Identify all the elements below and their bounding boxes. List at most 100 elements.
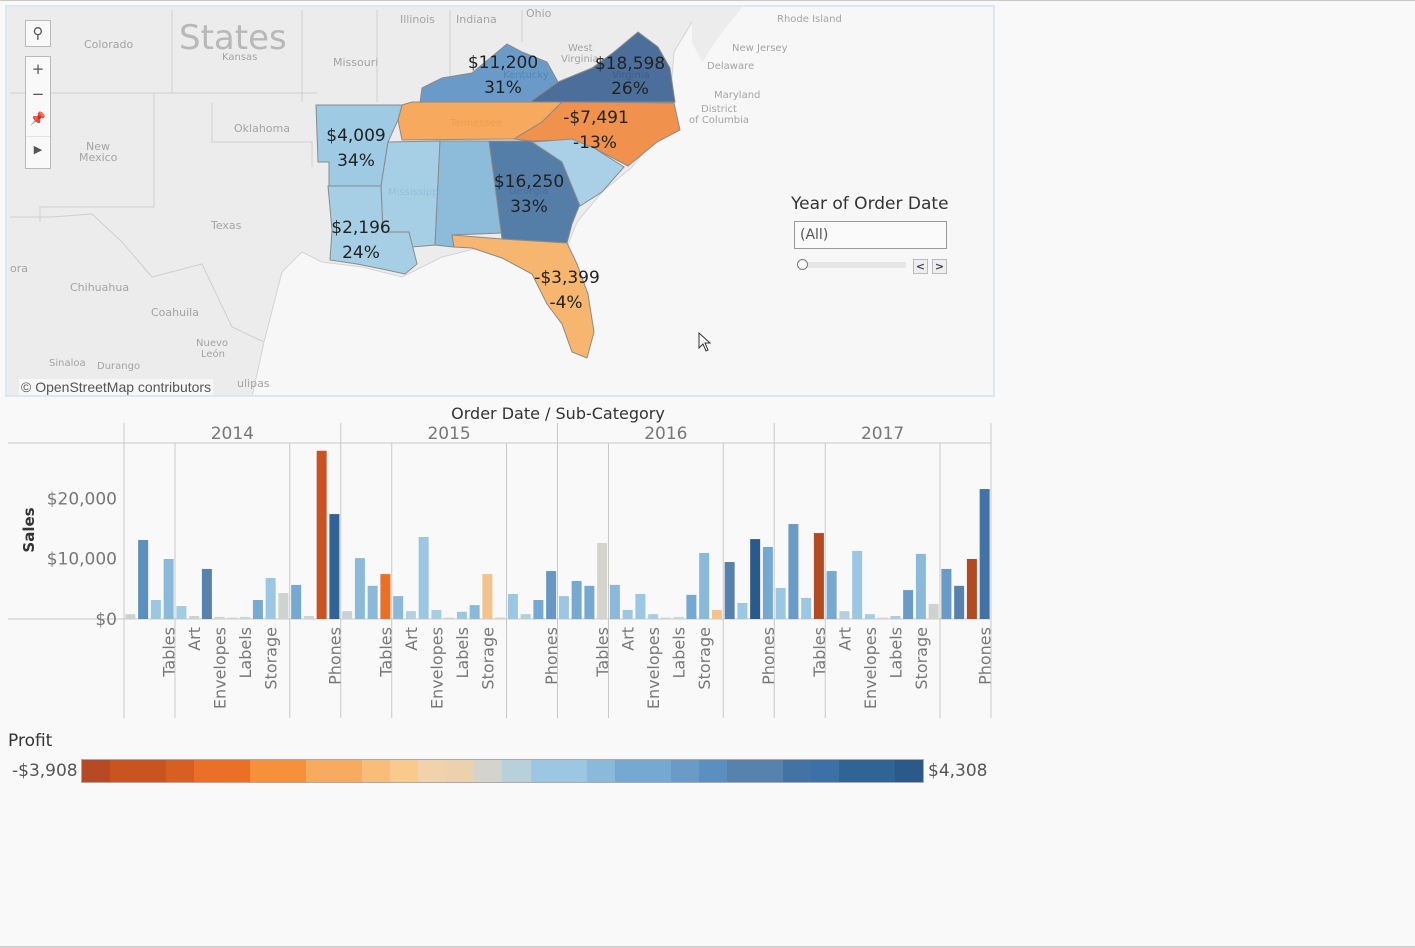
sales-bar[interactable] <box>252 600 263 619</box>
sales-bar[interactable] <box>826 571 837 619</box>
sales-bar[interactable] <box>303 615 314 619</box>
sales-bar[interactable] <box>367 585 378 619</box>
sales-bar[interactable] <box>864 614 875 619</box>
sales-bar[interactable] <box>278 593 289 619</box>
play-icon[interactable]: ▶ <box>26 136 50 162</box>
sales-bar[interactable] <box>201 568 212 619</box>
chevron-left-icon[interactable]: < <box>913 259 928 274</box>
state-south-carolina[interactable] <box>530 138 625 207</box>
sales-bar[interactable] <box>265 577 276 619</box>
sales-bar[interactable] <box>852 550 863 619</box>
sales-bar[interactable] <box>482 574 493 619</box>
sales-bar[interactable] <box>813 533 824 619</box>
sales-bar[interactable] <box>507 593 518 619</box>
sales-bar[interactable] <box>915 553 926 619</box>
sales-bar[interactable] <box>877 617 888 620</box>
sales-bar[interactable] <box>418 536 429 619</box>
sales-bar[interactable] <box>546 571 557 619</box>
year-slider-track[interactable] <box>798 262 906 268</box>
legend-swatch <box>138 760 167 782</box>
zoom-in-button[interactable]: + <box>31 60 45 78</box>
sales-bar[interactable] <box>597 543 608 619</box>
sales-bar[interactable] <box>405 611 416 619</box>
sales-bar[interactable] <box>762 546 773 619</box>
map-label: Delaware <box>707 61 754 72</box>
sales-bar[interactable] <box>954 585 965 619</box>
year-filter-dropdown[interactable]: (All) <box>794 221 947 249</box>
sales-bar[interactable] <box>686 594 697 619</box>
map-label: Kansas <box>222 52 257 63</box>
sales-bar[interactable] <box>648 614 659 619</box>
sales-bar[interactable] <box>291 584 302 619</box>
sales-bar[interactable] <box>138 540 149 619</box>
state-name: Tennessee <box>449 118 502 129</box>
search-icon[interactable]: ⚲ <box>32 24 44 42</box>
sales-bar[interactable] <box>660 617 671 620</box>
sales-bar[interactable] <box>316 450 327 619</box>
sales-bar[interactable] <box>673 616 684 619</box>
chart-title: Order Date / Sub-Category <box>451 404 665 423</box>
y-axis-title: Sales <box>20 507 38 552</box>
sales-bar[interactable] <box>520 614 531 619</box>
sales-bar[interactable] <box>699 552 710 619</box>
sales-bar[interactable] <box>150 600 161 619</box>
sales-bar[interactable] <box>724 562 735 619</box>
chevron-right-icon[interactable]: > <box>932 259 947 274</box>
state-louisiana[interactable] <box>327 185 418 275</box>
sales-bar[interactable] <box>444 617 455 620</box>
sales-bar[interactable] <box>533 600 544 619</box>
sales-bar[interactable] <box>380 574 391 619</box>
sales-bar[interactable] <box>240 616 251 619</box>
map-view[interactable]: States Colorado Kansas Missouri Illinois… <box>5 5 995 397</box>
sales-bar[interactable] <box>979 489 990 619</box>
sales-bar[interactable] <box>839 611 850 619</box>
sales-bar[interactable] <box>227 617 238 620</box>
sales-bar[interactable] <box>966 559 977 619</box>
x-tick-label: Phones <box>542 627 561 685</box>
sales-bar[interactable] <box>571 581 582 619</box>
state-profit-label: -$3,399 <box>534 268 600 288</box>
x-tick-label: Labels <box>886 627 905 679</box>
sales-bar[interactable] <box>214 616 225 619</box>
sales-bar[interactable] <box>558 596 569 619</box>
sales-bar[interactable] <box>775 587 786 619</box>
sales-bar[interactable] <box>329 514 340 619</box>
map-label: Indiana <box>456 13 497 26</box>
sales-bar[interactable] <box>609 584 620 619</box>
sales-bar[interactable] <box>903 590 914 619</box>
sales-bar[interactable] <box>342 611 353 619</box>
sales-bar[interactable] <box>456 611 467 619</box>
map-label: New <box>86 140 110 153</box>
sales-bar[interactable] <box>431 609 442 619</box>
sales-bar[interactable] <box>125 614 136 619</box>
sales-bar[interactable] <box>788 524 799 619</box>
state-virginia[interactable] <box>528 31 676 103</box>
sales-bar[interactable] <box>163 559 174 619</box>
sales-bar[interactable] <box>393 596 404 619</box>
map-attribution[interactable]: © OpenStreetMap contributors <box>19 379 214 395</box>
sales-bar[interactable] <box>801 597 812 619</box>
sales-bar[interactable] <box>354 558 365 619</box>
zoom-out-button[interactable]: − <box>31 85 45 103</box>
year-slider-thumb[interactable] <box>797 259 808 270</box>
sales-bar[interactable] <box>750 539 761 619</box>
sales-bar[interactable] <box>189 615 200 619</box>
sales-bar[interactable] <box>737 603 748 619</box>
sales-bar[interactable] <box>584 585 595 619</box>
sales-bar[interactable] <box>495 617 506 620</box>
pin-icon[interactable]: 📌 <box>29 112 47 127</box>
sales-bar[interactable] <box>622 609 633 619</box>
state-polygons[interactable] <box>315 31 681 359</box>
sales-bar[interactable] <box>635 593 646 619</box>
legend-swatch <box>670 760 699 782</box>
map-search-button[interactable]: ⚲ <box>25 20 51 47</box>
sales-bar[interactable] <box>711 609 722 619</box>
map-canvas[interactable]: States Colorado Kansas Missouri Illinois… <box>5 5 995 397</box>
sales-bar[interactable] <box>941 568 952 619</box>
sales-bar[interactable] <box>176 606 187 619</box>
x-tick-label: Labels <box>670 627 689 679</box>
sales-bar[interactable] <box>890 615 901 619</box>
sales-bar[interactable] <box>469 605 480 619</box>
sales-bar[interactable] <box>928 603 939 619</box>
state-florida[interactable] <box>451 234 595 359</box>
